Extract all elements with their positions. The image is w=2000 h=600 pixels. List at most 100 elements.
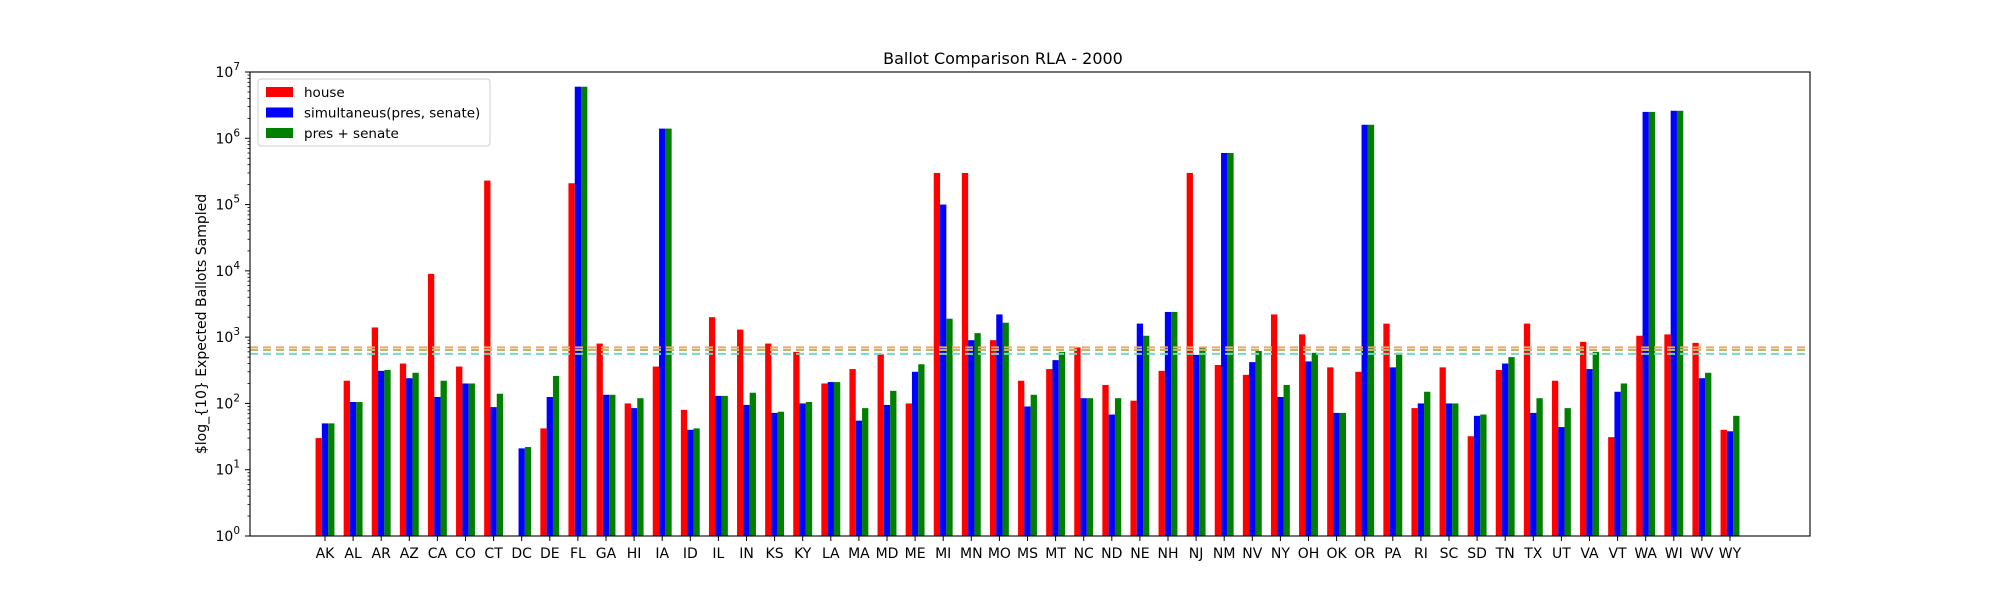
bar-UT-2 xyxy=(1564,408,1571,536)
bar-OH-0 xyxy=(1299,334,1306,536)
bar-ME-0 xyxy=(905,403,912,536)
bar-OK-2 xyxy=(1339,412,1347,536)
y-tick-label-6: 106 xyxy=(215,127,240,147)
bar-CO-1 xyxy=(462,383,469,536)
bar-MT-1 xyxy=(1052,360,1059,536)
x-tick-label-WY: WY xyxy=(1719,546,1742,562)
bar-NE-2 xyxy=(1143,335,1150,536)
bar-AZ-0 xyxy=(399,363,407,536)
bar-ME-2 xyxy=(918,364,925,536)
bar-WV-1 xyxy=(1698,378,1706,536)
bar-CA-2 xyxy=(440,380,447,536)
x-tick-label-MA: MA xyxy=(848,546,870,562)
bar-NH-1 xyxy=(1164,311,1172,536)
x-tick-label-AR: AR xyxy=(372,546,392,562)
y-tick-label-7: 107 xyxy=(215,61,240,81)
bar-ND-2 xyxy=(1114,398,1122,536)
bar-UT-1 xyxy=(1558,427,1565,536)
x-tick-label-CT: CT xyxy=(484,546,503,562)
y-tick-label-1: 101 xyxy=(215,459,240,479)
chart-title: Ballot Comparison RLA - 2000 xyxy=(883,49,1123,68)
x-tick-label-DE: DE xyxy=(540,546,560,562)
x-tick-label-VT: VT xyxy=(1609,546,1628,562)
bar-GA-0 xyxy=(596,343,603,536)
x-tick-label-VA: VA xyxy=(1580,546,1599,562)
bar-TX-1 xyxy=(1530,412,1537,536)
bar-MN-1 xyxy=(968,340,975,536)
bar-GA-1 xyxy=(602,394,610,536)
bar-MS-1 xyxy=(1024,406,1031,536)
bar-UT-0 xyxy=(1551,380,1559,536)
bar-HI-2 xyxy=(637,398,644,536)
x-tick-label-ID: ID xyxy=(683,546,698,562)
legend-swatch-1 xyxy=(266,107,293,118)
x-tick-label-PA: PA xyxy=(1384,546,1402,562)
x-tick-label-NJ: NJ xyxy=(1189,546,1204,562)
bar-TN-1 xyxy=(1502,363,1509,536)
bar-WA-1 xyxy=(1642,111,1649,536)
bar-LA-1 xyxy=(827,382,834,536)
bar-VT-1 xyxy=(1614,391,1621,536)
x-tick-label-NC: NC xyxy=(1074,546,1094,562)
bar-KY-2 xyxy=(805,402,813,536)
bar-IL-2 xyxy=(721,395,728,536)
bar-CA-0 xyxy=(427,273,435,536)
x-tick-label-OH: OH xyxy=(1298,546,1320,562)
bar-ID-0 xyxy=(680,409,688,536)
x-tick-label-WV: WV xyxy=(1690,546,1714,562)
bar-MI-1 xyxy=(940,204,947,536)
y-tick-label-5: 105 xyxy=(215,194,240,214)
bar-FL-1 xyxy=(574,86,582,537)
bar-MS-2 xyxy=(1030,394,1037,536)
x-tick-label-NV: NV xyxy=(1242,546,1262,562)
bar-MO-0 xyxy=(989,340,997,536)
legend-swatch-0 xyxy=(266,87,293,97)
x-tick-label-CO: CO xyxy=(455,546,476,562)
bar-ND-0 xyxy=(1102,384,1109,536)
bar-IA-0 xyxy=(652,366,660,536)
x-tick-label-MN: MN xyxy=(960,546,983,562)
bar-NC-1 xyxy=(1080,398,1087,536)
bar-CA-1 xyxy=(434,397,441,536)
bar-LA-2 xyxy=(833,382,841,536)
bar-MO-2 xyxy=(1002,322,1009,536)
bar-FL-2 xyxy=(581,86,588,537)
x-tick-label-NE: NE xyxy=(1130,546,1149,562)
y-axis-ticks: 100 101 102 103 104 105 106 107 xyxy=(215,61,250,545)
x-tick-label-SC: SC xyxy=(1440,546,1459,562)
bar-WY-0 xyxy=(1720,429,1727,536)
bar-AL-0 xyxy=(343,380,350,536)
bar-OK-0 xyxy=(1327,367,1334,536)
bars-layer xyxy=(315,86,1740,537)
bar-NE-1 xyxy=(1136,323,1144,536)
x-tick-label-ND: ND xyxy=(1101,546,1122,562)
bar-NV-0 xyxy=(1242,374,1250,536)
legend-label-0: house xyxy=(304,85,345,101)
bar-KY-0 xyxy=(793,351,800,536)
bar-RI-0 xyxy=(1411,408,1418,536)
x-tick-label-IL: IL xyxy=(712,546,724,562)
bar-DE-2 xyxy=(552,375,560,536)
bar-GA-2 xyxy=(609,394,616,536)
bar-WI-2 xyxy=(1676,110,1684,536)
bar-FL-0 xyxy=(568,183,575,536)
bar-SC-0 xyxy=(1439,367,1446,536)
bar-RI-2 xyxy=(1424,391,1431,536)
bar-VT-0 xyxy=(1608,437,1615,536)
bar-MD-1 xyxy=(883,404,891,536)
bar-HI-0 xyxy=(624,403,631,536)
bar-AL-1 xyxy=(349,402,357,536)
bar-RI-1 xyxy=(1417,403,1425,536)
bar-OK-1 xyxy=(1333,412,1340,536)
x-tick-label-MI: MI xyxy=(935,546,951,562)
legend-frame xyxy=(257,78,491,147)
bar-OR-1 xyxy=(1361,124,1368,536)
x-tick-label-AK: AK xyxy=(316,546,336,562)
y-tick-label-2: 102 xyxy=(215,392,240,412)
bar-IA-2 xyxy=(665,128,672,536)
x-tick-label-KY: KY xyxy=(794,546,812,562)
bar-MI-0 xyxy=(933,172,941,536)
bar-MT-2 xyxy=(1058,351,1066,536)
bar-MO-1 xyxy=(996,314,1003,536)
bar-IL-0 xyxy=(708,317,716,536)
